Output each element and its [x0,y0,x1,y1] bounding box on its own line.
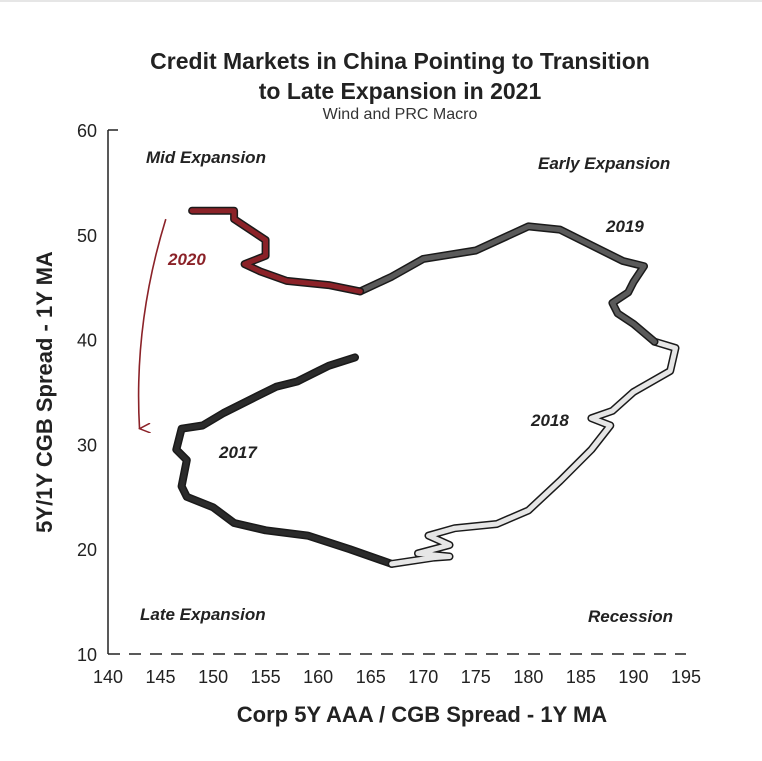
region-label-mid-expansion: Mid Expansion [146,148,266,167]
region-label-recession: Recession [588,607,673,626]
y-axis-title: 5Y/1Y CGB Spread - 1Y MA [32,251,57,533]
series-layer [172,206,680,568]
region-label-early-expansion: Early Expansion [538,154,670,173]
chart-subtitle: Wind and PRC Macro [322,106,478,123]
chart-title-line-1: Credit Markets in China Pointing to Tran… [150,48,650,74]
x-tick-label: 150 [198,667,228,687]
y-tick-label: 10 [77,645,97,665]
year-label-2019: 2019 [605,217,644,236]
x-tick-label: 140 [93,667,123,687]
y-tick-label: 30 [77,435,97,455]
y-tick-label: 50 [77,226,97,246]
x-tick-labels: 140 145 150 155 160 165 170 175 180 185 190 195 [93,667,701,687]
y-tick-label: 20 [77,540,97,560]
year-label-2020: 2020 [167,250,206,269]
x-tick-label: 185 [566,667,596,687]
series-outline-2018 [387,337,680,568]
series-line-2018 [389,339,678,567]
year-label-2017: 2017 [218,443,258,462]
y-tick-label: 60 [77,121,97,141]
x-tick-label: 190 [618,667,648,687]
x-tick-label: 165 [356,667,386,687]
trend-arrow [137,218,167,429]
y-tick-labels: 10 20 30 40 50 60 [77,121,97,665]
x-tick-label: 145 [146,667,176,687]
series-outline-2019 [356,222,659,346]
x-tick-label: 175 [461,667,491,687]
series-line-2019 [357,223,657,345]
x-axis-title: Corp 5Y AAA / CGB Spread - 1Y MA [237,702,608,727]
y-tick-label: 40 [77,331,97,351]
chart-title: Credit Markets in China Pointing to Tran… [0,46,762,106]
year-label-2018: 2018 [530,411,569,430]
region-label-late-expansion: Late Expansion [140,605,266,624]
top-rule [0,0,762,2]
x-tick-label: 180 [513,667,543,687]
series-line-2017 [173,354,395,567]
x-tick-label: 195 [671,667,701,687]
x-tick-label: 155 [251,667,281,687]
x-tick-label: 160 [303,667,333,687]
series-line-2020 [189,208,363,294]
chart-title-line-2: to Late Expansion in 2021 [258,78,542,104]
x-tick-label: 170 [408,667,438,687]
